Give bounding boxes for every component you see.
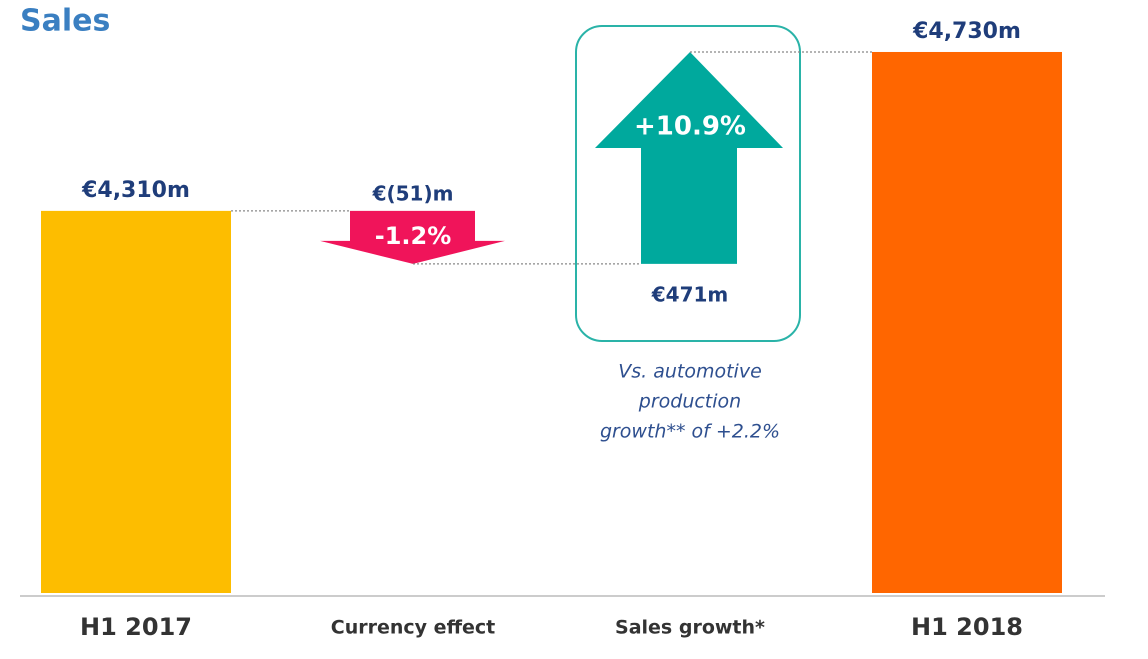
change-label: -1.2% <box>375 222 452 250</box>
chart-title: Sales <box>20 4 110 39</box>
growth-box <box>575 25 801 342</box>
x-tick-label: H1 2018 <box>911 613 1023 641</box>
bar <box>41 210 231 593</box>
value-label: €4,730m <box>912 19 1021 44</box>
note: Vs. automotive <box>618 361 762 383</box>
value-label: €471m <box>651 282 729 306</box>
x-tick-label: Currency effect <box>331 617 495 639</box>
bar <box>872 51 1062 593</box>
value-label: €4,310m <box>81 178 190 203</box>
x-tick-label: Sales growth* <box>615 617 765 639</box>
note: growth** of +2.2% <box>600 421 780 443</box>
note: production <box>638 391 741 413</box>
currency-arrow <box>320 210 505 264</box>
change-label: +10.9% <box>634 111 746 141</box>
value-label: €(51)m <box>372 181 454 205</box>
growth-arrow <box>595 51 783 264</box>
x-tick-label: H1 2017 <box>80 613 192 641</box>
